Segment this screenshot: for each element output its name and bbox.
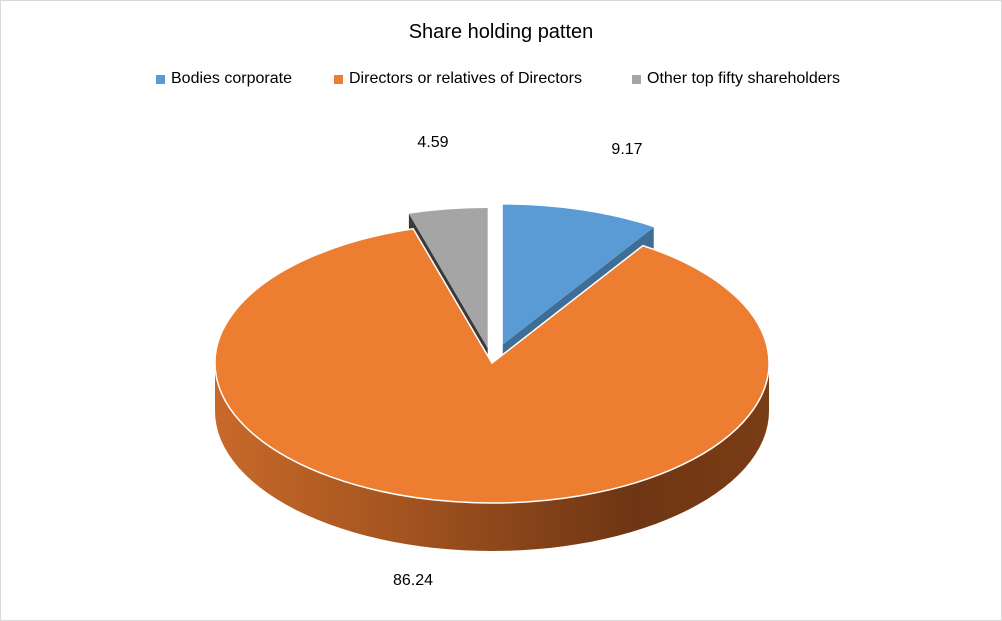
slice-directors bbox=[214, 228, 769, 503]
legend: Bodies corporate Directors or relatives … bbox=[1, 68, 1001, 90]
slice-wall-directors bbox=[215, 363, 769, 551]
legend-swatch-bodies-corporate bbox=[156, 74, 165, 84]
slice-bodies-corporate bbox=[502, 204, 654, 345]
legend-swatch-directors bbox=[334, 74, 343, 84]
data-label-other-top-fifty: 4.59 bbox=[417, 134, 448, 151]
legend-swatch-other-top-fifty bbox=[632, 74, 641, 84]
legend-label-bodies-corporate: Bodies corporate bbox=[171, 70, 292, 87]
legend-label-directors: Directors or relatives of Directors bbox=[349, 70, 582, 87]
legend-label-other-top-fifty: Other top fifty shareholders bbox=[647, 70, 840, 87]
chart-title: Share holding patten bbox=[408, 21, 594, 43]
legend-item-bodies-corporate: Bodies corporate bbox=[156, 68, 292, 90]
legend-item-other-top-fifty: Other top fifty shareholders bbox=[632, 68, 840, 90]
data-label-bodies-corporate: 9.17 bbox=[611, 141, 642, 158]
slice-other-top-fifty bbox=[408, 207, 488, 348]
slice-edge-directors bbox=[214, 227, 770, 504]
legend-item-directors: Directors or relatives of Directors bbox=[334, 68, 582, 90]
data-label-directors: 86.24 bbox=[393, 572, 433, 589]
